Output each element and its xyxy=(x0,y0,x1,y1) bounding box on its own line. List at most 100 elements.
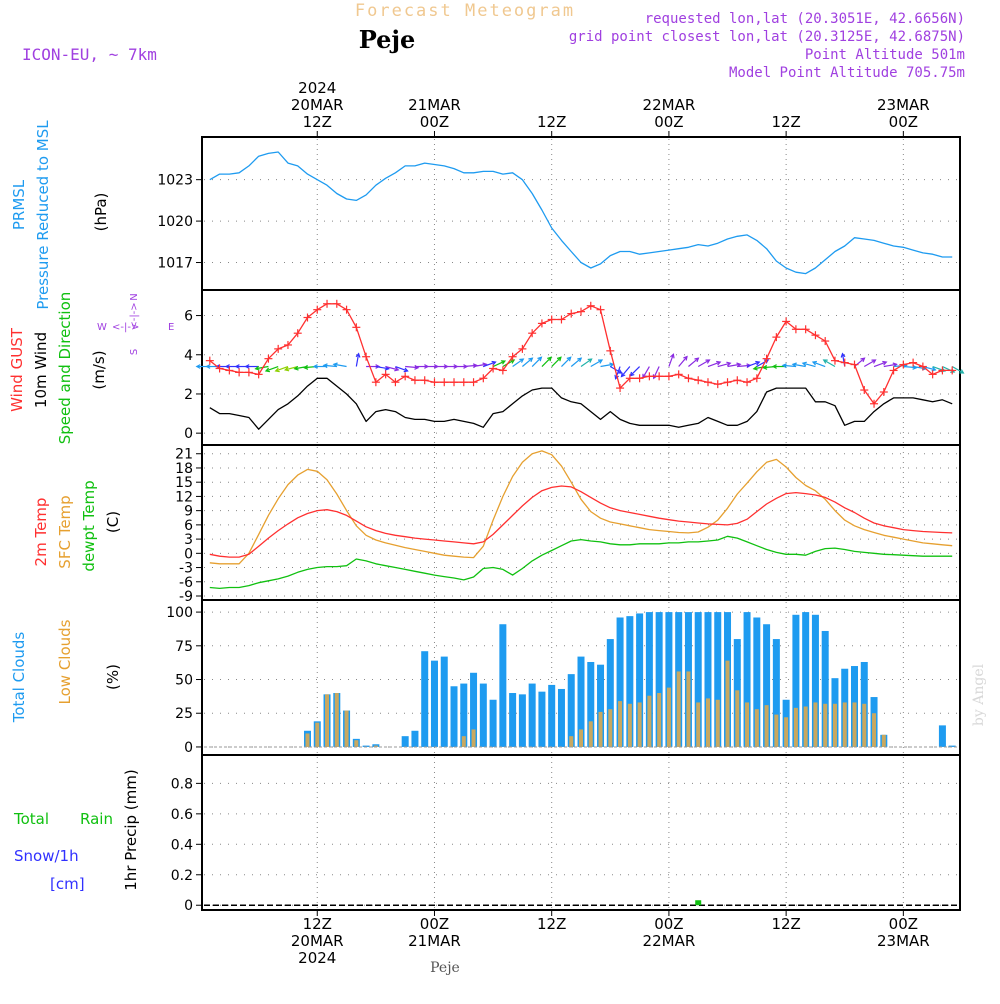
gust-marker xyxy=(420,376,429,385)
gust-marker xyxy=(557,315,566,324)
model-label: ICON-EU, ~ 7km xyxy=(22,45,157,64)
gust-marker xyxy=(586,301,595,310)
wind-arrow xyxy=(688,357,700,367)
wind-arrow xyxy=(385,365,400,372)
ytick-label: 12 xyxy=(175,489,193,505)
ytick-label: 1023 xyxy=(157,173,193,189)
wind-arrow-shaft xyxy=(561,356,572,367)
low-cloud-bar xyxy=(647,695,652,747)
wind-arrow xyxy=(492,360,507,368)
low-clouds-label: Low Clouds xyxy=(56,619,74,704)
wind-arrow-shaft xyxy=(629,366,641,377)
gust-marker xyxy=(479,374,488,383)
low-cloud-bar xyxy=(657,693,662,747)
wind-arrow-head xyxy=(811,360,817,366)
top-time-label: 12Z xyxy=(537,113,566,131)
wind-arrow-shaft xyxy=(590,359,603,368)
wind-arrow-head xyxy=(205,364,211,369)
wind-arrow xyxy=(697,359,711,368)
dewpt-line xyxy=(209,535,953,590)
gust-marker xyxy=(430,378,439,387)
gust-marker xyxy=(645,372,654,381)
wind-arrow-shaft xyxy=(727,363,741,368)
gust-label: Wind GUST xyxy=(8,327,26,412)
wind-arrow xyxy=(863,359,877,368)
cloud-unit: (%) xyxy=(104,664,122,690)
wind-arrow xyxy=(355,352,361,367)
gust-marker xyxy=(528,329,537,338)
gust-marker xyxy=(909,358,918,367)
wind-arrow-shaft xyxy=(570,357,582,367)
total-cloud-bar xyxy=(616,617,624,747)
low-cloud-bar xyxy=(842,702,847,747)
prmsl-label-2: Pressure Reduced to MSL xyxy=(34,120,52,310)
wind-arrow xyxy=(395,365,409,373)
gust-marker xyxy=(508,352,517,361)
total-cloud-bar xyxy=(704,612,712,747)
dewpt-label: dewpt Temp xyxy=(80,480,98,571)
low-cloud-bar xyxy=(793,707,798,747)
wind-arrow-head xyxy=(694,357,700,363)
ytick-label: 50 xyxy=(175,673,193,689)
gust-marker xyxy=(381,370,390,379)
gust-marker xyxy=(703,378,712,387)
precip-unit: 1hr Precip (mm) xyxy=(122,769,140,890)
ytick-label: 25 xyxy=(175,706,193,722)
wind-arrow-head xyxy=(670,353,675,359)
gust-marker xyxy=(596,305,605,314)
pressure-line xyxy=(209,151,953,275)
low-cloud-bar xyxy=(784,717,789,747)
requested-coords: requested lon,lat (20.3051E, 42.6656N) xyxy=(645,11,965,27)
gust-marker xyxy=(938,366,947,375)
wind-arrow-shaft xyxy=(873,361,887,368)
ytick-label: 1020 xyxy=(157,214,193,230)
bottom-time-label: 12Z xyxy=(537,915,566,933)
wind-arrow-head xyxy=(264,367,270,373)
wind-arrow-shaft xyxy=(688,357,699,367)
wind-arrow-head xyxy=(771,364,777,369)
wind-arrow xyxy=(570,357,583,367)
wind-arrow-shaft xyxy=(463,364,477,368)
wind-arrow-head xyxy=(322,363,328,369)
ytick-label: 0.4 xyxy=(171,837,193,853)
total-cloud-bar xyxy=(548,684,556,747)
low-cloud-bar xyxy=(715,699,720,747)
wind-arrow xyxy=(531,356,543,367)
low-cloud-bar xyxy=(696,702,701,747)
low-cloud-bar xyxy=(872,713,877,747)
wind-arrow xyxy=(580,358,593,368)
gust-marker xyxy=(264,354,273,363)
sfc-temp-label: SFC Temp xyxy=(56,495,74,568)
wind-arrow-shaft xyxy=(375,365,389,370)
ytick-label: 18 xyxy=(175,461,193,477)
total-cloud-bar xyxy=(401,736,409,747)
total-cloud-bar xyxy=(743,612,751,747)
wind-arrow xyxy=(791,362,806,368)
low-cloud-bar xyxy=(471,729,476,747)
gust-marker xyxy=(899,360,908,369)
gust-marker xyxy=(762,354,771,363)
wind-arrow-shaft xyxy=(812,361,826,368)
low-cloud-bar xyxy=(774,714,779,747)
snow-label: Snow/1h xyxy=(14,847,79,865)
wind-arrow-head xyxy=(620,372,626,378)
gust-marker xyxy=(889,366,898,375)
total-cloud-bar xyxy=(792,614,800,747)
wind-arrow-shaft xyxy=(717,362,731,368)
wind-arrow-head xyxy=(781,363,787,369)
wind-arrow xyxy=(283,365,298,372)
gust-marker xyxy=(801,325,810,334)
wind-arrow xyxy=(244,364,259,369)
temp-unit: (C) xyxy=(104,511,122,533)
gust-marker xyxy=(850,360,859,369)
low-cloud-bar xyxy=(705,698,710,747)
low-cloud-bar xyxy=(579,729,583,747)
data-marks xyxy=(195,151,965,906)
low-cloud-bar xyxy=(813,702,818,747)
total-cloud-bar xyxy=(362,745,370,747)
low-cloud-bar xyxy=(588,721,593,747)
wind-unit: (m/s) xyxy=(90,350,108,389)
gust-marker xyxy=(235,368,244,377)
total-cloud-bar xyxy=(509,693,517,747)
low-cloud-bar xyxy=(754,709,759,747)
